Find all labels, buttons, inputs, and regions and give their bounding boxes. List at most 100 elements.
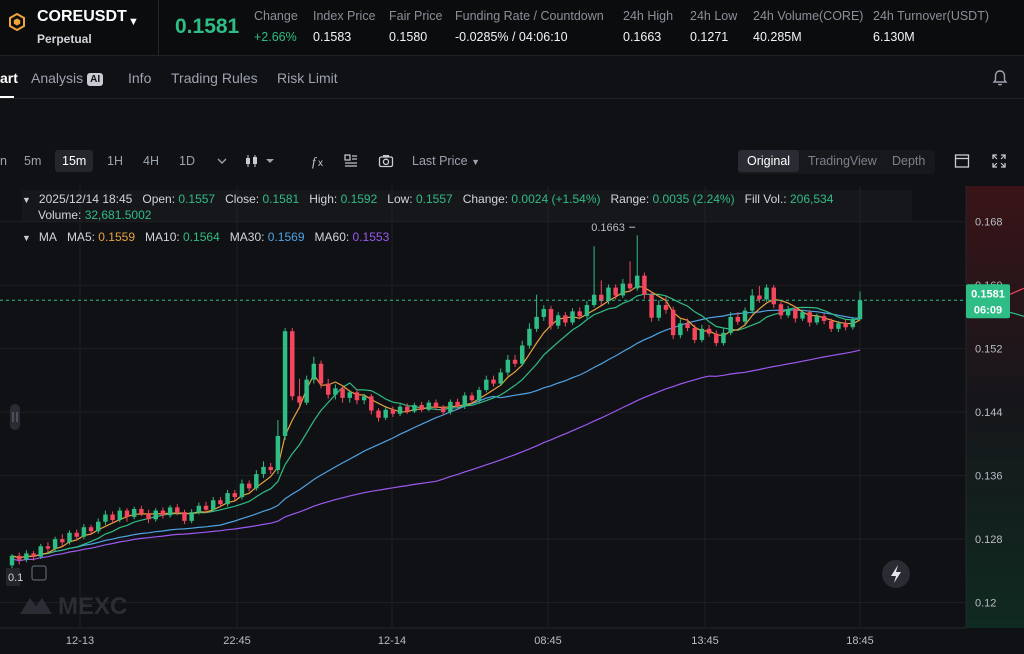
candle xyxy=(857,291,863,320)
tab-risk-limit[interactable]: Risk Limit xyxy=(277,70,338,86)
view-tradingview[interactable]: TradingView xyxy=(808,154,877,168)
candle-body xyxy=(52,539,58,549)
candle xyxy=(361,393,367,405)
candle xyxy=(541,305,547,321)
chart-area[interactable]: MEXC 0.1680.1600.1520.1440.1360.1280.12 … xyxy=(0,186,1024,654)
candle-body xyxy=(426,402,432,410)
candle-body xyxy=(627,283,633,289)
candle xyxy=(397,404,403,417)
candle xyxy=(670,306,676,340)
candle xyxy=(325,378,331,399)
stat-24h-low: 24h Low 0.1271 xyxy=(690,9,737,44)
candle-type-icon[interactable] xyxy=(244,153,260,169)
timeframe-partial[interactable]: n xyxy=(0,154,7,168)
candle xyxy=(9,554,15,570)
timeframe-1h[interactable]: 1H xyxy=(107,154,123,168)
candlestick-chart[interactable]: MEXC 0.1680.1600.1520.1440.1360.1280.12 … xyxy=(0,186,1024,654)
candle-body xyxy=(297,396,302,403)
candle-body xyxy=(354,392,360,401)
quick-trade-button[interactable] xyxy=(882,560,910,588)
scale-toggle-icon[interactable] xyxy=(31,565,47,581)
tab-analysis[interactable]: Analysis AI xyxy=(31,70,104,86)
candle xyxy=(74,529,79,540)
candle xyxy=(24,550,29,563)
mexc-logo-icon xyxy=(20,598,52,614)
candle-body xyxy=(24,553,29,560)
high-label: High: xyxy=(309,192,338,206)
candle xyxy=(175,504,180,516)
stat-index-price: Index Price 0.1583 xyxy=(313,9,376,44)
candle-body xyxy=(397,406,403,414)
candle-body xyxy=(800,312,805,319)
candle xyxy=(728,312,733,336)
candle xyxy=(52,536,58,552)
candle-body xyxy=(369,396,374,411)
core-coin-icon xyxy=(9,13,25,31)
candle xyxy=(426,400,432,412)
layout-grid-icon[interactable] xyxy=(343,153,359,169)
view-depth[interactable]: Depth xyxy=(892,154,926,168)
ma-collapse-chevron-icon[interactable]: ▼ xyxy=(22,233,31,243)
price-type-dropdown[interactable]: Last Price ▼ xyxy=(412,154,480,168)
candle-body xyxy=(742,310,748,322)
fullscreen-icon[interactable] xyxy=(991,153,1007,169)
candle xyxy=(484,375,489,393)
candle-body xyxy=(462,395,467,407)
window-icon[interactable] xyxy=(954,153,970,169)
candle-body xyxy=(412,405,417,412)
candle xyxy=(491,375,496,387)
bell-icon[interactable] xyxy=(992,69,1008,87)
chevron-down-icon[interactable] xyxy=(214,153,230,169)
candle-body xyxy=(290,331,295,397)
candle-type-dropdown-icon[interactable] xyxy=(262,153,278,169)
candle-body xyxy=(476,389,482,401)
candle xyxy=(81,524,87,540)
candle-body xyxy=(455,401,460,407)
tab-chart[interactable]: art xyxy=(0,70,18,86)
y-tick-label: 0.136 xyxy=(975,471,1003,483)
tab-info[interactable]: Info xyxy=(128,70,152,86)
symbol-dropdown-icon[interactable]: ▼ xyxy=(128,16,139,28)
candle xyxy=(548,305,554,330)
candle xyxy=(232,489,238,501)
symbol-name[interactable]: COREUSDT xyxy=(37,8,127,25)
candle xyxy=(246,480,252,492)
ma10-value: 0.1564 xyxy=(183,230,220,244)
timeframe-5m[interactable]: 5m xyxy=(24,154,42,168)
price-tag-box xyxy=(966,284,1010,319)
candle xyxy=(182,509,187,525)
candle xyxy=(225,489,230,507)
stat-label: 24h Turnover(USDT) xyxy=(873,9,990,23)
camera-icon[interactable] xyxy=(378,153,394,169)
candle-body xyxy=(534,316,539,329)
timeframe-15m[interactable]: 15m xyxy=(55,150,94,172)
svg-text:f: f xyxy=(312,154,318,169)
scroll-handle-icon[interactable] xyxy=(10,404,20,430)
timeframe-1d[interactable]: 1D xyxy=(179,154,195,168)
candle xyxy=(218,497,223,508)
candle-body xyxy=(268,466,273,471)
view-original[interactable]: Original xyxy=(738,150,800,172)
tab-active-underline xyxy=(0,96,14,98)
collapse-chevron-icon[interactable]: ▼ xyxy=(22,195,31,205)
candle-body xyxy=(555,315,561,326)
candle-body xyxy=(139,508,144,514)
x-tick-label: 18:45 xyxy=(846,635,874,647)
candle xyxy=(297,378,302,407)
price-type-label: Last Price xyxy=(412,154,468,168)
candle xyxy=(210,497,216,512)
candle-body xyxy=(757,295,762,300)
candle xyxy=(88,524,94,536)
lightning-icon xyxy=(891,565,901,583)
timeframe-4h[interactable]: 4H xyxy=(143,154,159,168)
indicator-fx-icon[interactable]: f x xyxy=(311,153,327,169)
candle-body xyxy=(771,287,776,305)
candle-body xyxy=(189,512,194,521)
tab-trading-rules[interactable]: Trading Rules xyxy=(171,70,258,86)
candle-datetime: 2025/12/14 18:45 xyxy=(38,192,133,206)
stat-funding-rate[interactable]: Funding Rate / Countdown -0.0285% / 04:0… xyxy=(455,9,604,44)
candle-body xyxy=(9,555,15,566)
candle xyxy=(455,398,460,409)
candle xyxy=(146,509,151,524)
candle-body xyxy=(728,316,733,333)
